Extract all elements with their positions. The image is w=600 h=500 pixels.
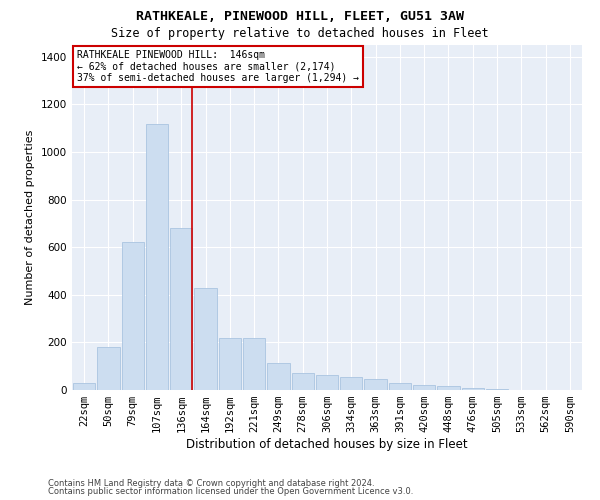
Bar	[413, 385, 436, 390]
Bar	[364, 380, 387, 390]
Bar	[292, 374, 314, 390]
Bar	[194, 288, 217, 390]
Bar	[437, 386, 460, 390]
Bar	[461, 388, 484, 390]
Bar	[267, 362, 290, 390]
Bar	[146, 124, 168, 390]
Y-axis label: Number of detached properties: Number of detached properties	[25, 130, 35, 305]
Text: Size of property relative to detached houses in Fleet: Size of property relative to detached ho…	[111, 28, 489, 40]
Text: RATHKEALE, PINEWOOD HILL, FLEET, GU51 3AW: RATHKEALE, PINEWOOD HILL, FLEET, GU51 3A…	[136, 10, 464, 23]
Bar	[170, 228, 193, 390]
Bar	[73, 383, 95, 390]
Bar	[486, 389, 508, 390]
X-axis label: Distribution of detached houses by size in Fleet: Distribution of detached houses by size …	[186, 438, 468, 451]
Text: Contains HM Land Registry data © Crown copyright and database right 2024.: Contains HM Land Registry data © Crown c…	[48, 478, 374, 488]
Text: Contains public sector information licensed under the Open Government Licence v3: Contains public sector information licen…	[48, 487, 413, 496]
Bar	[389, 383, 411, 390]
Bar	[97, 347, 119, 390]
Text: RATHKEALE PINEWOOD HILL:  146sqm
← 62% of detached houses are smaller (2,174)
37: RATHKEALE PINEWOOD HILL: 146sqm ← 62% of…	[77, 50, 359, 84]
Bar	[316, 374, 338, 390]
Bar	[218, 338, 241, 390]
Bar	[243, 338, 265, 390]
Bar	[122, 242, 144, 390]
Bar	[340, 377, 362, 390]
